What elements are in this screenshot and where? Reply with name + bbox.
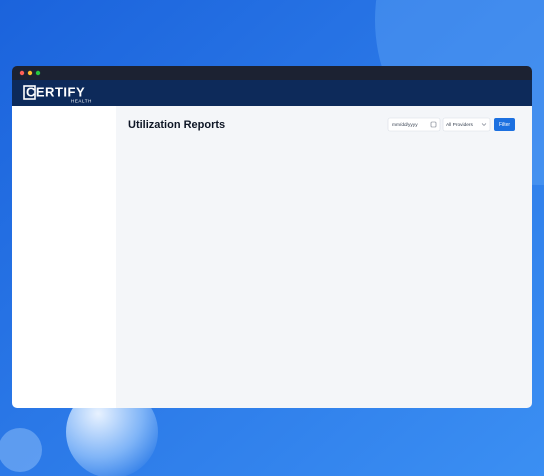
calendar-icon	[430, 121, 437, 128]
app-header	[12, 80, 532, 106]
title-bar	[12, 66, 532, 80]
filter-button[interactable]	[494, 118, 515, 131]
date-placeholder: mm/dd/yyyy	[392, 122, 418, 128]
decor-blob	[0, 428, 42, 472]
provider-select[interactable]	[442, 117, 491, 132]
window-dot[interactable]	[19, 70, 25, 76]
logo-mark	[23, 85, 36, 100]
provider-select-text: All Providers	[446, 122, 474, 128]
logo-sub: HEALTH	[71, 99, 92, 104]
filter-button-text[interactable]: Filter	[499, 122, 510, 128]
date-input[interactable]	[387, 117, 441, 132]
window-dot[interactable]	[35, 70, 41, 76]
page-title: Utilization Reports	[128, 119, 225, 131]
decor-blob	[66, 386, 158, 476]
logo[interactable]: CERTIFY	[26, 84, 85, 99]
app-window: CERTIFY HEALTH Utilization Reports mm/dd…	[12, 66, 532, 408]
sidebar	[12, 106, 116, 408]
window-dot[interactable]	[27, 70, 33, 76]
chevron	[481, 123, 487, 126]
